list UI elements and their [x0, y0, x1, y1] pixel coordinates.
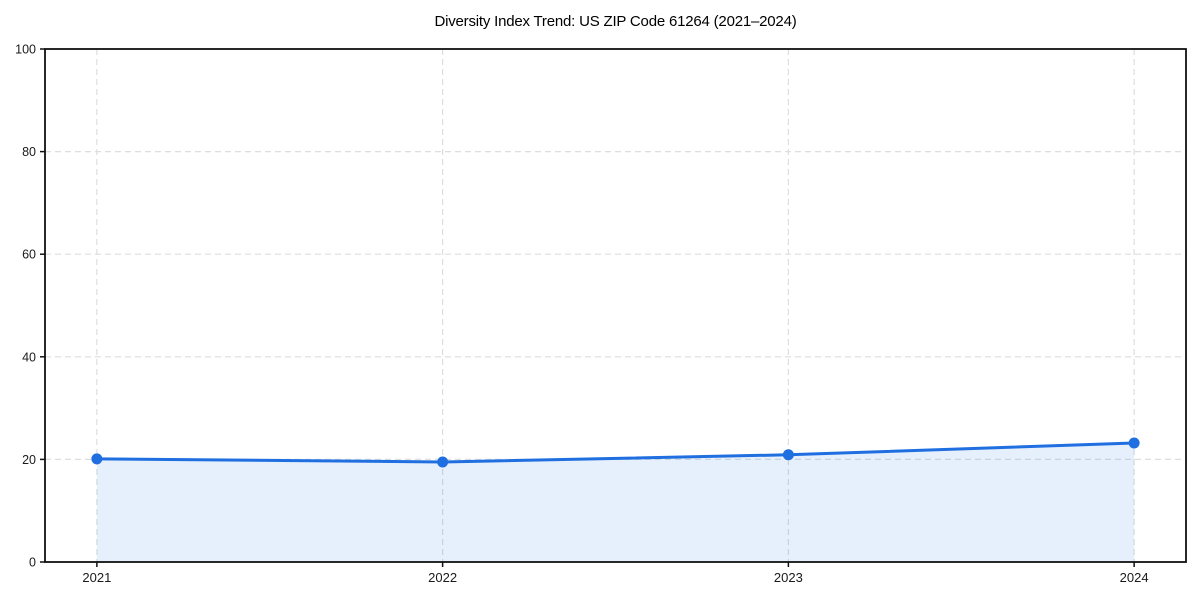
area-fill: [96, 442, 1135, 562]
x-tick-label: 2021: [82, 570, 111, 585]
x-tick-label: 2024: [1120, 570, 1149, 585]
x-tick-label: 2023: [774, 570, 803, 585]
chart-title: Diversity Index Trend: US ZIP Code 61264…: [434, 13, 797, 30]
data-point: [782, 449, 794, 461]
data-point: [1128, 437, 1140, 449]
trend-line: [95, 441, 1136, 464]
y-tick-label: 80: [22, 145, 36, 159]
data-point: [437, 456, 449, 468]
y-tick-label: 0: [29, 556, 36, 570]
y-tick-label: 60: [22, 248, 36, 262]
data-point: [91, 453, 103, 465]
y-tick-label: 20: [22, 453, 36, 467]
x-tick-label: 2022: [428, 570, 457, 585]
plot-frame: [44, 48, 1187, 563]
y-tick-label: 40: [22, 350, 36, 364]
y-tick-label: 100: [15, 43, 36, 57]
